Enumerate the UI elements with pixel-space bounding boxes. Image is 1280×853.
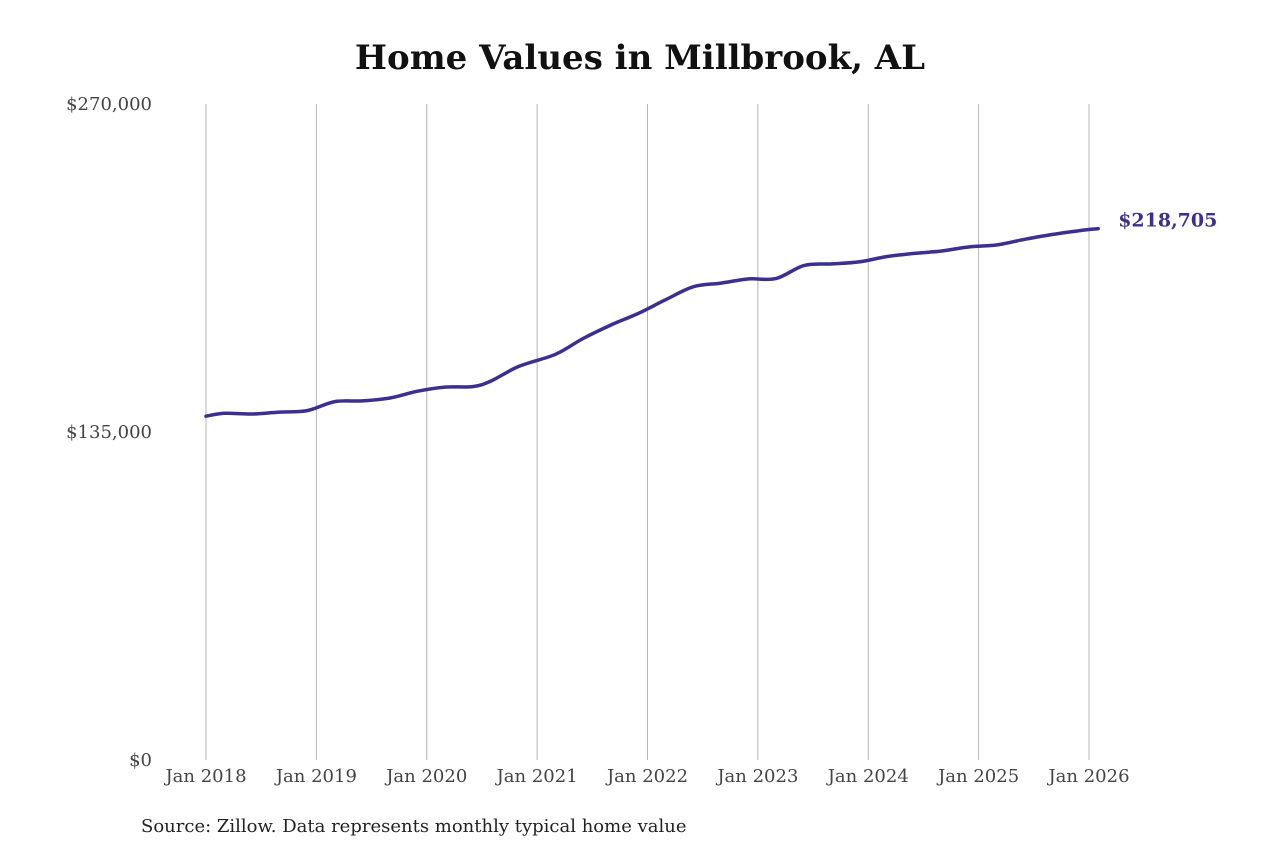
x-tick-label: Jan 2022 (605, 766, 688, 787)
x-tick-label: Jan 2024 (826, 766, 909, 787)
x-tick-label: Jan 2021 (495, 766, 578, 787)
x-tick-label: Jan 2025 (936, 766, 1019, 787)
y-tick-label: $270,000 (66, 94, 152, 115)
gridlines (205, 104, 1090, 760)
x-tick-label: Jan 2023 (715, 766, 798, 787)
chart-title: Home Values in Millbrook, AL (354, 38, 926, 78)
x-tick-label: Jan 2018 (163, 766, 246, 787)
x-tick-label: Jan 2019 (274, 766, 357, 787)
x-axis-ticks: Jan 2018 Jan 2019 Jan 2020 Jan 2021 Jan 2022… (163, 766, 1129, 787)
end-value-label-group: $218,705 (1118, 210, 1217, 232)
end-value-label: $218,705 (1118, 210, 1217, 232)
x-tick-label: Jan 2020 (384, 766, 467, 787)
y-tick-label: $0 (129, 750, 152, 771)
y-axis-ticks: $0 $135,000 $270,000 (66, 94, 152, 771)
chart-source-note: Source: Zillow. Data represents monthly … (141, 816, 687, 837)
series-line (204, 226, 1100, 418)
x-tick-label: Jan 2026 (1046, 766, 1129, 787)
series-line-group (204, 226, 1100, 418)
y-tick-label: $135,000 (66, 422, 152, 443)
